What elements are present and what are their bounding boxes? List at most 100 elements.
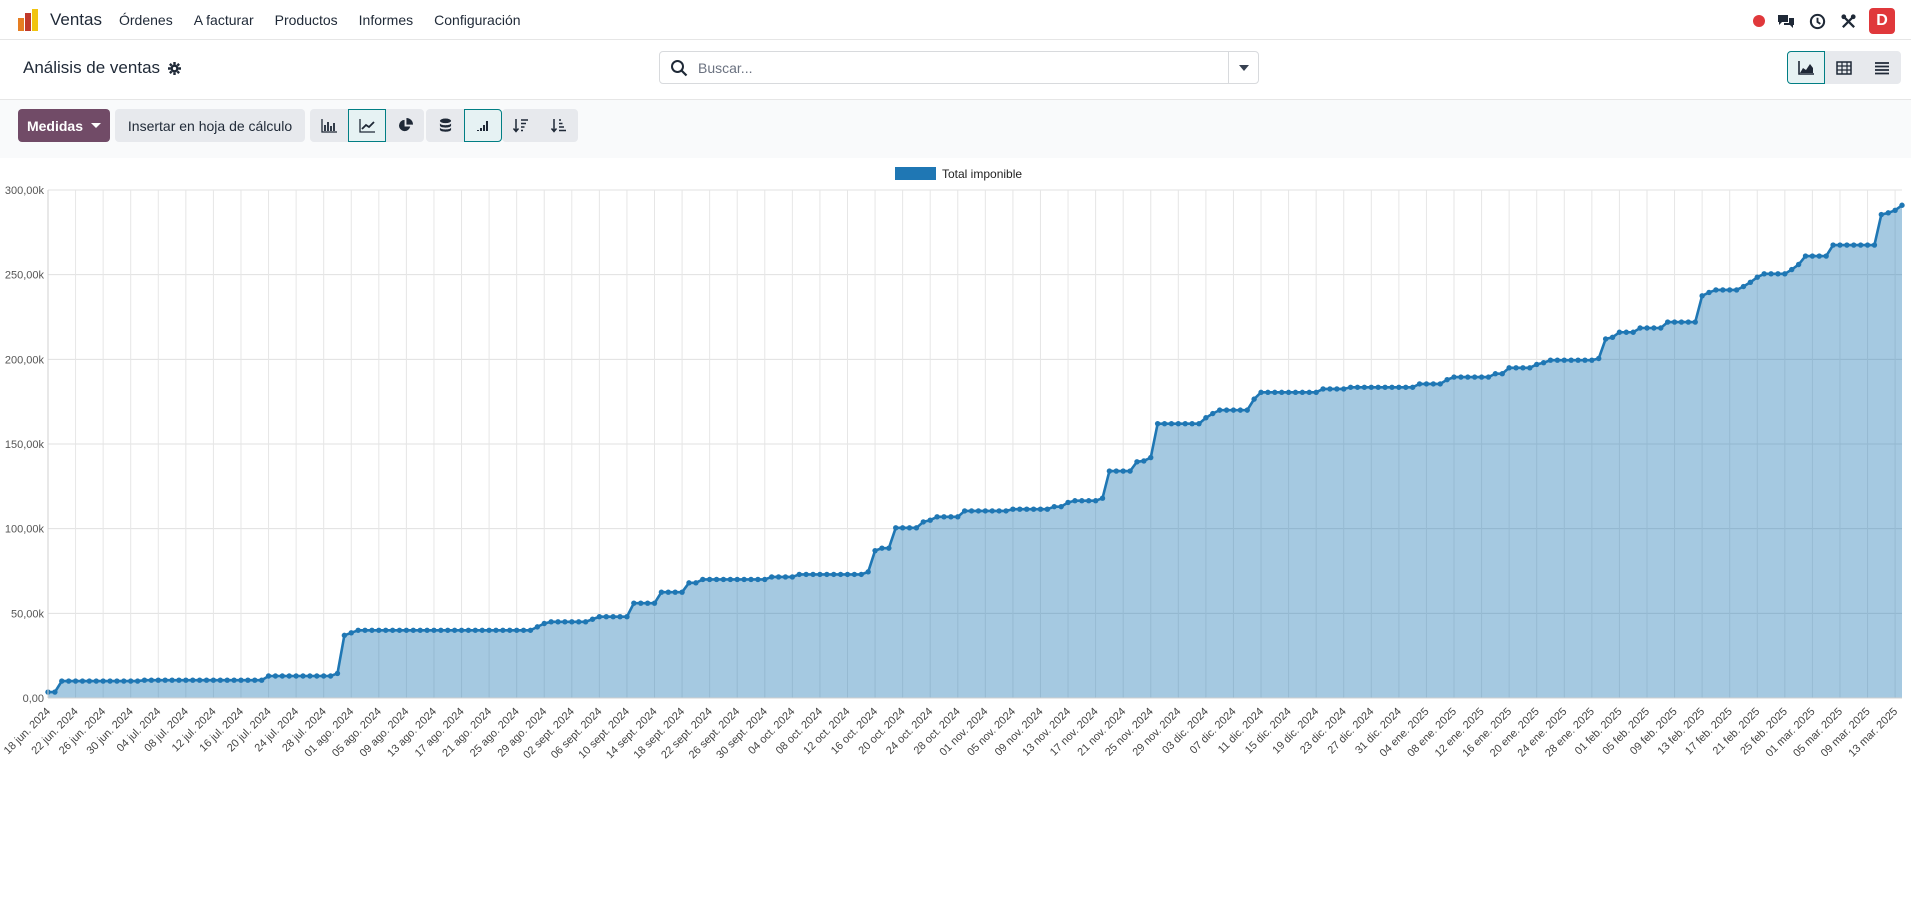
series-point[interactable] xyxy=(527,627,534,633)
menu-item-orders[interactable]: Órdenes xyxy=(119,12,173,28)
series-point[interactable] xyxy=(1795,261,1802,268)
series-point[interactable] xyxy=(1292,389,1299,396)
series-point[interactable] xyxy=(1568,357,1574,363)
series-point[interactable] xyxy=(403,627,410,633)
series-point[interactable] xyxy=(831,571,837,578)
series-point[interactable] xyxy=(1506,365,1512,371)
series-point[interactable] xyxy=(396,627,403,633)
series-point[interactable] xyxy=(1809,253,1816,259)
series-point[interactable] xyxy=(417,627,423,633)
series-point[interactable] xyxy=(596,614,603,620)
series-point[interactable] xyxy=(431,627,437,633)
series-point[interactable] xyxy=(1058,503,1064,510)
series-point[interactable] xyxy=(410,627,416,633)
series-point[interactable] xyxy=(920,519,927,525)
search-options-toggle[interactable] xyxy=(1228,52,1258,83)
series-point[interactable] xyxy=(1492,371,1499,377)
series-point[interactable] xyxy=(1616,329,1623,335)
series-point[interactable] xyxy=(327,673,334,679)
menu-item-configuration[interactable]: Configuración xyxy=(434,12,521,28)
series-point[interactable] xyxy=(183,677,189,683)
series-point[interactable] xyxy=(1030,506,1037,512)
series-point[interactable] xyxy=(1182,420,1188,427)
series-point[interactable] xyxy=(1685,319,1692,325)
series-point[interactable] xyxy=(1430,381,1437,387)
series-point[interactable] xyxy=(1127,468,1133,474)
gear-icon[interactable] xyxy=(168,61,182,75)
series-point[interactable] xyxy=(155,677,161,683)
series-point[interactable] xyxy=(1347,384,1354,390)
series-point[interactable] xyxy=(755,576,761,583)
series-point[interactable] xyxy=(1837,242,1843,248)
series-point[interactable] xyxy=(348,630,354,636)
series-point[interactable] xyxy=(1823,253,1829,259)
series-point[interactable] xyxy=(720,576,727,583)
series-point[interactable] xyxy=(810,571,816,578)
series-point[interactable] xyxy=(1106,468,1113,474)
series-point[interactable] xyxy=(1658,325,1664,331)
series-point[interactable] xyxy=(1409,384,1416,390)
series-point[interactable] xyxy=(148,677,155,683)
series-point[interactable] xyxy=(1499,371,1505,377)
series-point[interactable] xyxy=(824,571,830,578)
series-point[interactable] xyxy=(314,673,320,679)
series-point[interactable] xyxy=(1651,325,1657,331)
series-point[interactable] xyxy=(1065,499,1071,506)
series-point[interactable] xyxy=(803,571,809,578)
series-point[interactable] xyxy=(369,627,375,633)
series-point[interactable] xyxy=(1465,374,1471,380)
series-point[interactable] xyxy=(258,677,265,683)
series-point[interactable] xyxy=(1265,389,1271,396)
series-point[interactable] xyxy=(934,514,940,520)
series-point[interactable] xyxy=(286,673,292,679)
series-point[interactable] xyxy=(968,508,975,514)
series-point[interactable] xyxy=(472,627,479,633)
series-point[interactable] xyxy=(1644,325,1650,331)
series-point[interactable] xyxy=(1513,365,1519,371)
series-point[interactable] xyxy=(1051,503,1057,510)
series-point[interactable] xyxy=(1727,287,1733,293)
series-point[interactable] xyxy=(1630,329,1636,335)
series-point[interactable] xyxy=(706,576,713,583)
series-point[interactable] xyxy=(520,627,527,633)
series-point[interactable] xyxy=(1899,202,1905,208)
series-point[interactable] xyxy=(789,574,796,580)
series-point[interactable] xyxy=(1534,361,1540,368)
series-point[interactable] xyxy=(1389,384,1395,390)
series-point[interactable] xyxy=(589,616,596,622)
series-point[interactable] xyxy=(176,677,182,683)
series-point[interactable] xyxy=(1134,459,1140,465)
series-point[interactable] xyxy=(879,545,885,551)
series-point[interactable] xyxy=(727,576,734,583)
chat-icon[interactable] xyxy=(1776,11,1796,31)
series-point[interactable] xyxy=(451,627,458,633)
series-point[interactable] xyxy=(479,627,485,633)
series-point[interactable] xyxy=(775,574,782,580)
series-point[interactable] xyxy=(445,627,451,633)
series-point[interactable] xyxy=(493,627,499,633)
series-point[interactable] xyxy=(1396,384,1402,390)
series-point[interactable] xyxy=(1320,386,1326,392)
view-pivot-button[interactable] xyxy=(1825,51,1863,84)
series-point[interactable] xyxy=(93,678,99,684)
series-point[interactable] xyxy=(1458,374,1464,380)
series-point[interactable] xyxy=(217,677,223,683)
menu-item-reporting[interactable]: Informes xyxy=(358,12,414,28)
series-point[interactable] xyxy=(320,673,327,679)
series-point[interactable] xyxy=(1520,365,1526,371)
series-point[interactable] xyxy=(190,677,196,683)
series-point[interactable] xyxy=(1637,325,1643,331)
series-point[interactable] xyxy=(1327,386,1333,392)
series-point[interactable] xyxy=(576,619,582,625)
legend-swatch[interactable] xyxy=(895,167,936,180)
series-point[interactable] xyxy=(734,576,740,583)
stacked-button[interactable] xyxy=(426,109,464,142)
series-point[interactable] xyxy=(1210,410,1216,417)
series-point[interactable] xyxy=(141,677,148,683)
series-point[interactable] xyxy=(252,677,258,683)
series-point[interactable] xyxy=(169,677,175,683)
series-point[interactable] xyxy=(948,514,954,520)
series-point[interactable] xyxy=(1161,420,1168,427)
user-avatar[interactable]: D xyxy=(1869,8,1895,34)
series-point[interactable] xyxy=(617,614,623,620)
